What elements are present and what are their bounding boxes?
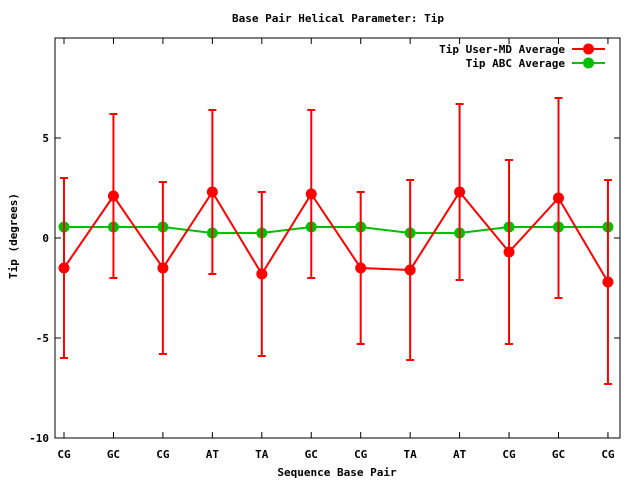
chart-title: Base Pair Helical Parameter: Tip bbox=[232, 12, 444, 25]
x-tick-label: GC bbox=[305, 448, 318, 461]
axis-ticks: -10 -5 0 5 CG GC CG AT TA GC CG TA AT CG GC CG bbox=[29, 38, 620, 461]
user-md-series-point bbox=[157, 262, 169, 274]
x-tick-label: AT bbox=[206, 448, 220, 461]
user-md-series-point bbox=[58, 262, 70, 274]
x-tick-label: CG bbox=[354, 448, 368, 461]
x-tick-label: CG bbox=[502, 448, 516, 461]
user-md-series-point bbox=[404, 264, 416, 276]
x-axis-label: Sequence Base Pair bbox=[277, 466, 397, 479]
user-md-series-point bbox=[107, 190, 119, 202]
legend-user-md-marker bbox=[583, 43, 594, 55]
user-md-series-point bbox=[355, 262, 367, 274]
user-md-series-point bbox=[602, 276, 614, 288]
user-md-series-point bbox=[206, 186, 218, 198]
legend-abc-label: Tip ABC Average bbox=[466, 57, 566, 70]
x-tick-label: GC bbox=[107, 448, 120, 461]
y-tick-label: 0 bbox=[42, 232, 49, 245]
y-tick-label: -10 bbox=[29, 432, 49, 445]
legend-user-md-label: Tip User-MD Average bbox=[439, 43, 565, 56]
x-tick-label: GC bbox=[552, 448, 565, 461]
user-md-series-line bbox=[63, 190, 609, 283]
user-md-series-point bbox=[305, 188, 317, 200]
y-tick-label: -5 bbox=[36, 332, 49, 345]
user-md-series-point bbox=[503, 246, 515, 258]
legend-abc-marker bbox=[583, 57, 594, 69]
x-tick-label: CG bbox=[156, 448, 170, 461]
x-tick-label: AT bbox=[453, 448, 467, 461]
x-tick-label: CG bbox=[601, 448, 615, 461]
user-md-series-layer bbox=[58, 97, 614, 385]
y-tick-label: 5 bbox=[42, 132, 49, 145]
abc-series-line bbox=[64, 226, 608, 234]
y-axis-label: Tip (degrees) bbox=[7, 193, 20, 279]
plot-frame bbox=[54, 37, 621, 439]
x-tick-label: CG bbox=[57, 448, 71, 461]
user-md-series-point bbox=[256, 268, 268, 280]
user-md-series-point bbox=[553, 192, 564, 204]
x-tick-label: TA bbox=[255, 448, 269, 461]
x-tick-label: TA bbox=[404, 448, 418, 461]
user-md-series-point bbox=[454, 186, 466, 198]
